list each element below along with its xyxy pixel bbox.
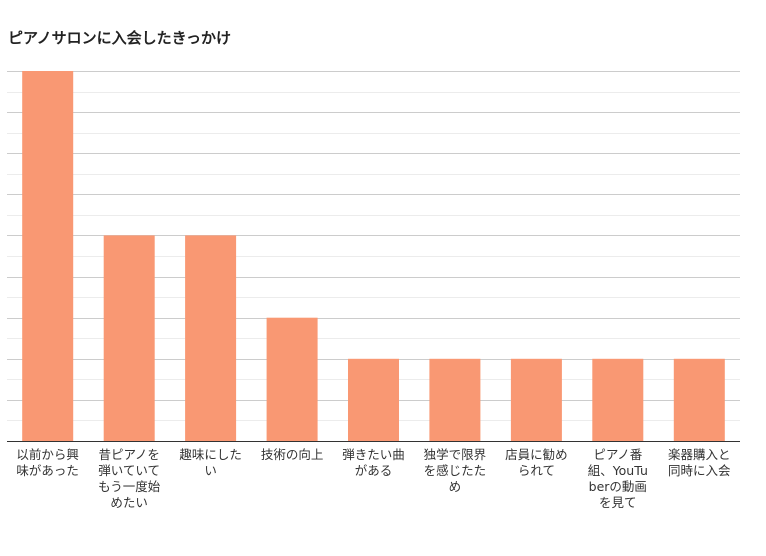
bar-5[interactable] xyxy=(348,358,399,441)
bar-3[interactable] xyxy=(185,235,237,441)
x-tick-label: 弾きたい曲がある xyxy=(342,447,405,478)
bar-6[interactable] xyxy=(429,358,481,441)
x-tick-label: 昔ピアノを弾いていてもう一度始めたい xyxy=(98,447,161,510)
bar-1[interactable] xyxy=(22,71,74,441)
chart-title: ピアノサロンに入会したきっかけ xyxy=(8,29,232,47)
bar-8[interactable] xyxy=(592,358,644,441)
bar-9[interactable] xyxy=(673,358,725,441)
x-tick-label: ピアノ番組、YouTuberの動画を見て xyxy=(587,447,648,510)
bar-7[interactable] xyxy=(510,358,562,441)
x-tick-label: 楽器購入と同時に入会 xyxy=(668,447,731,478)
bar-4[interactable] xyxy=(266,317,318,441)
x-tick-label: 店員に勧められて xyxy=(505,447,568,478)
x-tick-label: 技術の向上 xyxy=(260,447,324,462)
x-tick-label: 以前から興味があった xyxy=(16,447,79,478)
bar-2[interactable] xyxy=(103,235,155,441)
x-tick-label: 独学で限界を感じたため xyxy=(423,447,487,494)
bars xyxy=(22,71,725,441)
x-tick-label: 趣味にしたい xyxy=(179,447,242,478)
